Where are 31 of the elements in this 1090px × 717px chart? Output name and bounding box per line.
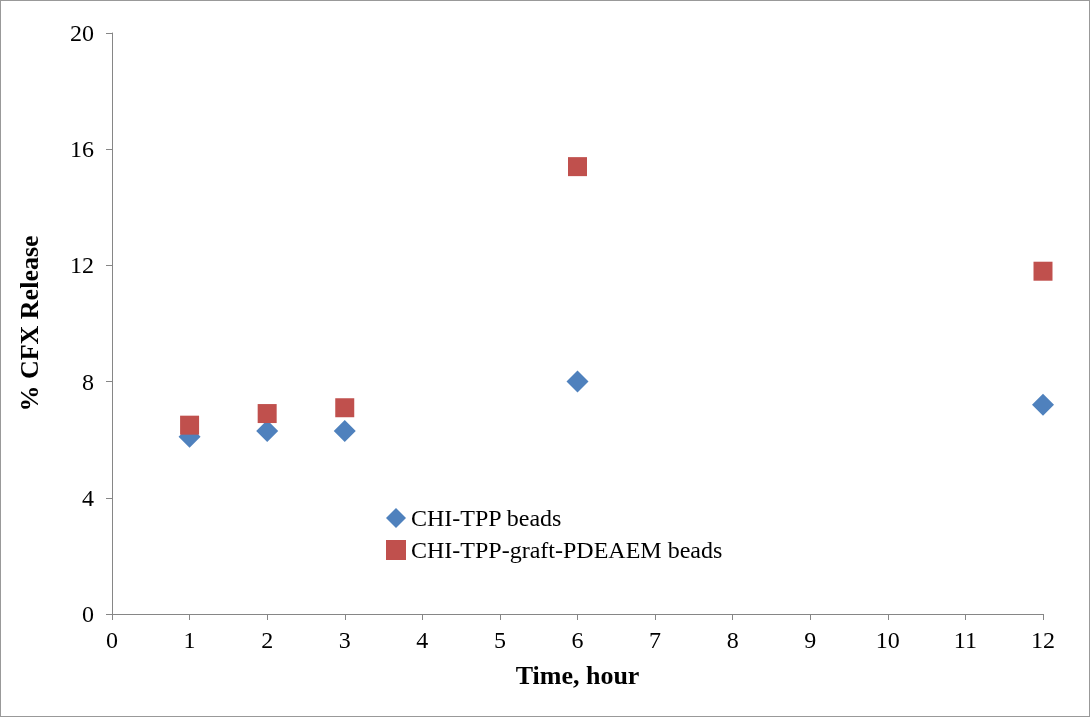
- x-tick-label: 2: [261, 627, 274, 653]
- point: [333, 419, 356, 442]
- point: [566, 370, 589, 393]
- x-tick-label: 0: [106, 627, 118, 653]
- y-tick-label: 20: [70, 20, 94, 46]
- x-tick-label: 6: [571, 627, 584, 653]
- y-axis-title: % CFX Release: [14, 235, 44, 412]
- x-tick-label: 10: [875, 627, 900, 653]
- x-tick-label: 7: [649, 627, 662, 653]
- point: [568, 157, 587, 177]
- x-tick-label: 9: [804, 627, 817, 653]
- x-tick-label: 11: [953, 627, 977, 653]
- x-tick-label: 3: [338, 627, 351, 653]
- y-tick-label: 12: [70, 252, 94, 279]
- x-tick-label: 5: [493, 627, 506, 653]
- y-tick-label: 16: [70, 136, 94, 163]
- point: [180, 415, 200, 435]
- point: [1033, 261, 1053, 281]
- x-tick-label: 4: [416, 627, 429, 653]
- x-axis-title: Time, hour: [515, 660, 640, 690]
- x-tick-label: 1: [183, 627, 196, 653]
- point: [257, 404, 277, 424]
- legend-label: CHI-TPP-graft-PDEAEM beads: [411, 537, 723, 563]
- y-tick-label: 8: [82, 368, 94, 395]
- y-tick-label: 4: [82, 484, 94, 511]
- x-tick-label: 12: [1031, 627, 1055, 653]
- legend-label: CHI-TPP beads: [411, 505, 562, 531]
- y-tick-label: 0: [82, 601, 94, 627]
- point: [335, 398, 355, 418]
- point: [1032, 393, 1054, 416]
- x-tick-label: 8: [726, 627, 739, 653]
